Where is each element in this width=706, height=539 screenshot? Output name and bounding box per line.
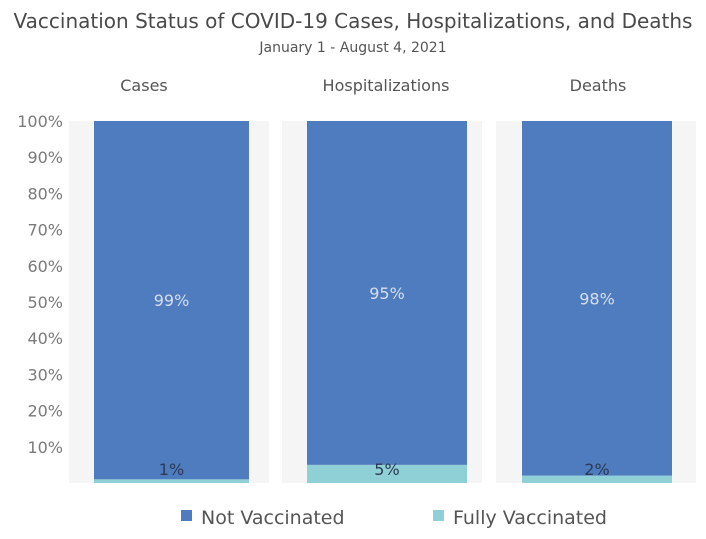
legend-swatch-fully-vaccinated bbox=[433, 510, 444, 521]
bar-not-vaccinated-cases bbox=[94, 121, 249, 480]
bar-label-not-vaccinated-hospitalizations: 95% bbox=[369, 284, 405, 303]
panel-titles: Cases Hospitalizations Deaths bbox=[120, 76, 626, 95]
y-tick-label: 20% bbox=[27, 402, 63, 421]
y-tick-label: 100% bbox=[17, 112, 63, 131]
legend-swatch-not-vaccinated bbox=[181, 510, 192, 521]
y-tick-label: 50% bbox=[27, 293, 63, 312]
y-axis: 10% 20% 30% 40% 50% 60% 70% 80% 90% 100% bbox=[17, 112, 63, 457]
y-tick-label: 10% bbox=[27, 438, 63, 457]
bar-label-fully-vaccinated-cases: 1% bbox=[159, 460, 184, 479]
y-tick-label: 30% bbox=[27, 365, 63, 384]
bar-fully-vaccinated-cases bbox=[94, 479, 249, 483]
y-tick-label: 40% bbox=[27, 329, 63, 348]
chart-title: Vaccination Status of COVID-19 Cases, Ho… bbox=[14, 9, 693, 33]
panel-title-hospitalizations: Hospitalizations bbox=[323, 76, 450, 95]
bar-not-vaccinated-hospitalizations bbox=[307, 121, 467, 465]
panel-title-cases: Cases bbox=[120, 76, 168, 95]
bar-label-fully-vaccinated-deaths: 2% bbox=[584, 460, 609, 479]
bar-fully-vaccinated-hospitalizations bbox=[307, 464, 467, 483]
bars bbox=[94, 121, 672, 483]
bar-label-not-vaccinated-cases: 99% bbox=[154, 291, 190, 310]
bar-not-vaccinated-deaths bbox=[522, 121, 672, 476]
y-tick-label: 90% bbox=[27, 148, 63, 167]
legend-label-fully-vaccinated: Fully Vaccinated bbox=[453, 507, 607, 529]
bar-label-fully-vaccinated-hospitalizations: 5% bbox=[374, 460, 399, 479]
chart-subtitle: January 1 - August 4, 2021 bbox=[258, 40, 446, 56]
bar-labels: 99% 1% 95% 5% 98% 2% bbox=[154, 284, 615, 479]
legend-label-not-vaccinated: Not Vaccinated bbox=[201, 507, 345, 529]
y-tick-label: 70% bbox=[27, 221, 63, 240]
bar-fully-vaccinated-deaths bbox=[522, 475, 672, 483]
y-tick-label: 80% bbox=[27, 184, 63, 203]
y-tick-label: 60% bbox=[27, 257, 63, 276]
bar-label-not-vaccinated-deaths: 98% bbox=[579, 289, 615, 308]
legend: Not Vaccinated Fully Vaccinated bbox=[181, 507, 607, 529]
panel-title-deaths: Deaths bbox=[570, 76, 627, 95]
